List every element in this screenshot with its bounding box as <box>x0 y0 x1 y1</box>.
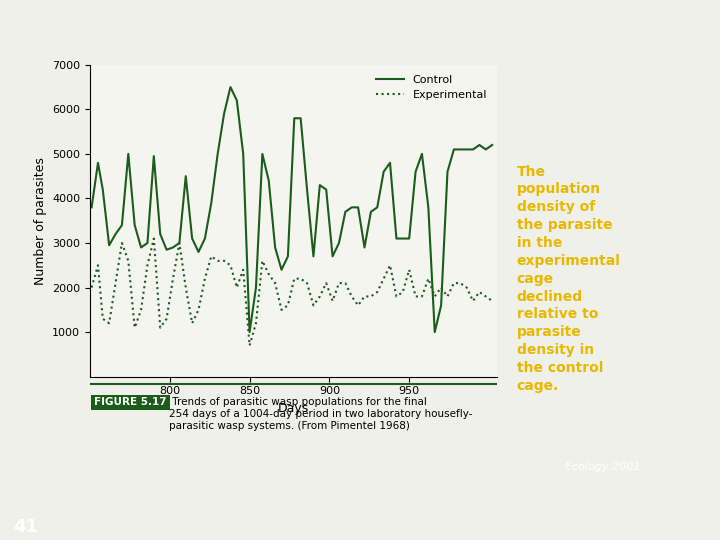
Text: Trends of parasitic wasp populations for the final
254 days of a 1004-day period: Trends of parasitic wasp populations for… <box>169 397 473 430</box>
Legend: Control, Experimental: Control, Experimental <box>372 70 492 105</box>
Y-axis label: Number of parasites: Number of parasites <box>34 157 47 285</box>
Text: FIGURE 5.17: FIGURE 5.17 <box>94 397 167 408</box>
X-axis label: Days: Days <box>278 402 309 415</box>
Text: 41: 41 <box>14 518 38 536</box>
Text: The
population
density of
the parasite
in the
experimental
cage
declined
relativ: The population density of the parasite i… <box>517 165 621 393</box>
Text: Ecology 2001: Ecology 2001 <box>565 462 641 472</box>
